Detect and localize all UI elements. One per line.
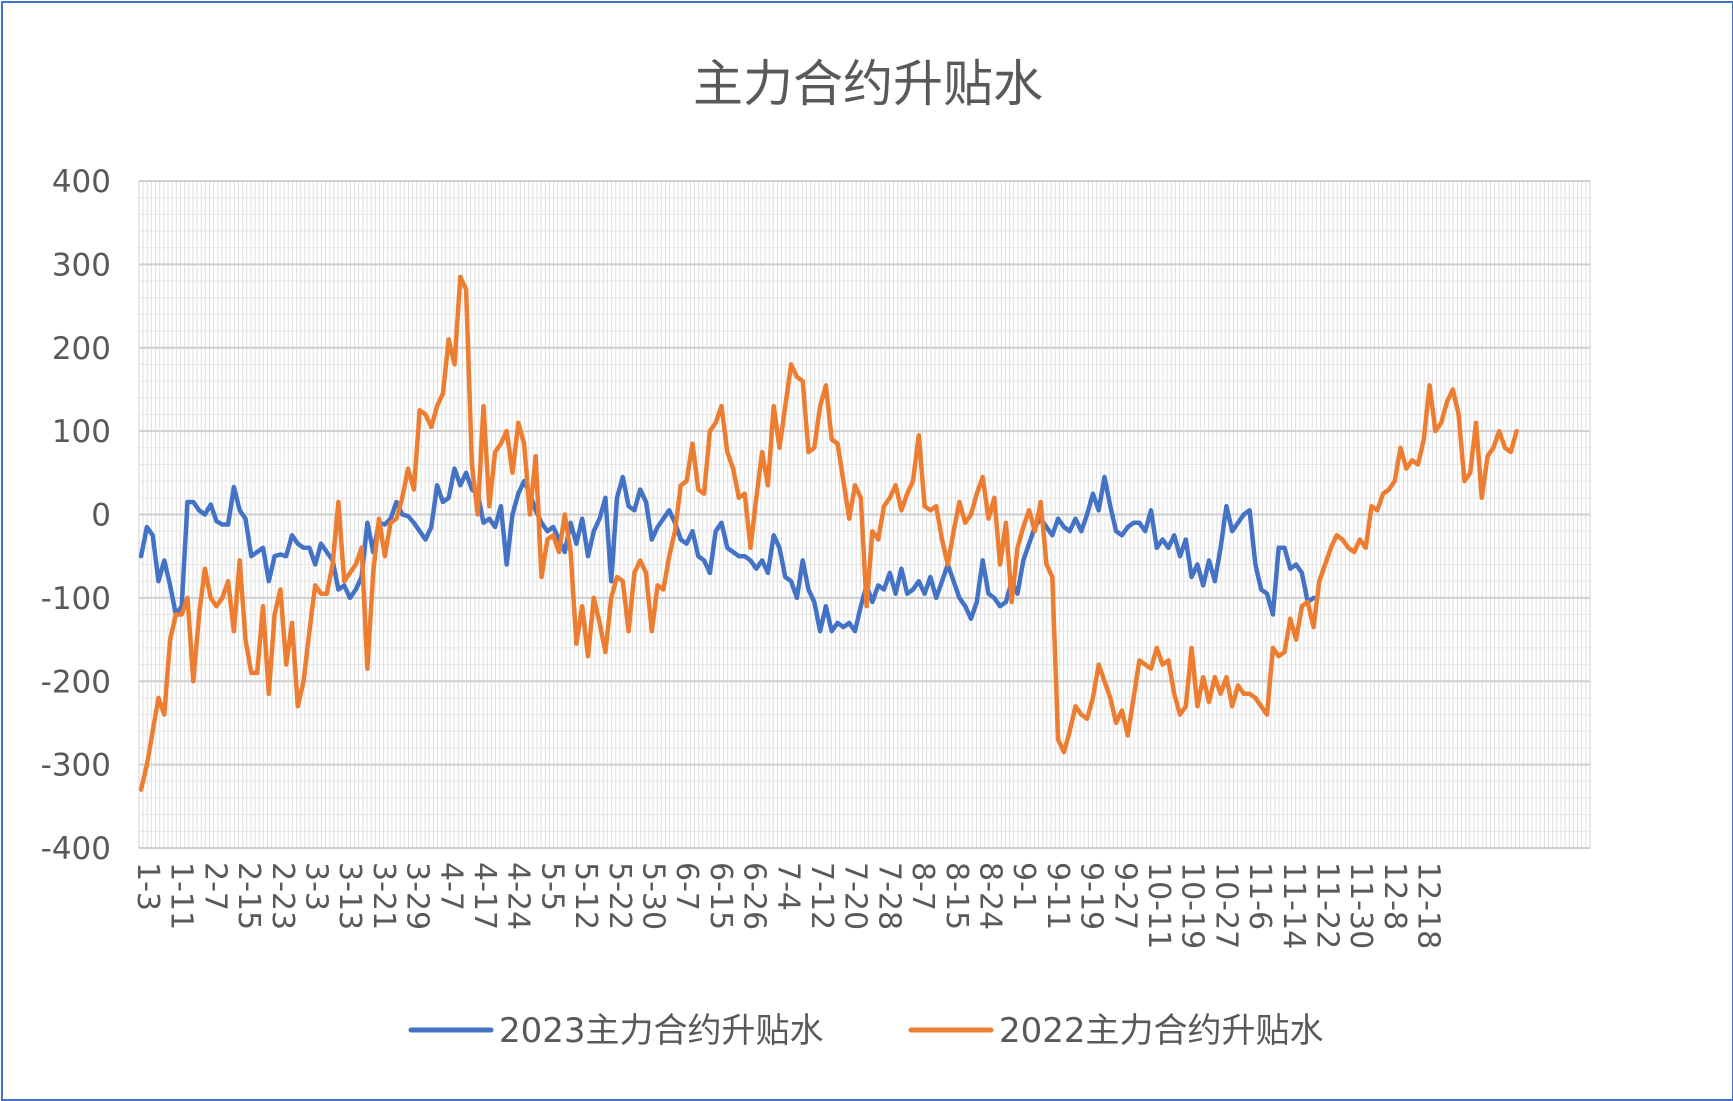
x-tick-label: 6-7 xyxy=(669,862,704,911)
x-tick-label: 2-7 xyxy=(197,862,232,911)
x-tick-label: 9-1 xyxy=(1006,862,1041,911)
legend-label: 2022主力合约升贴水 xyxy=(999,1011,1324,1051)
y-tick-label: 400 xyxy=(52,164,111,200)
x-tick-label: 11-6 xyxy=(1242,862,1277,930)
y-axis: 400 300 200 100 0 -100 -200 -300 -400 xyxy=(41,164,111,867)
x-tick-label: 2-15 xyxy=(231,862,266,930)
x-tick-label: 7-4 xyxy=(770,862,805,911)
plot-border xyxy=(138,180,1591,849)
x-tick-label: 6-26 xyxy=(737,862,772,930)
x-tick-label: 5-12 xyxy=(568,862,603,930)
x-tick-label: 9-27 xyxy=(1107,862,1142,930)
y-tick-label: -200 xyxy=(41,664,111,700)
x-tick-label: 3-21 xyxy=(366,862,401,930)
x-tick-label: 8-15 xyxy=(939,862,974,930)
x-tick-label: 7-28 xyxy=(871,862,906,930)
x-tick-label: 9-19 xyxy=(1074,862,1109,930)
x-tick-label: 1-11 xyxy=(164,862,199,930)
x-tick-label: 10-27 xyxy=(1208,862,1243,949)
major-gridlines xyxy=(138,180,1591,849)
series-lines xyxy=(138,274,1519,792)
x-tick-label: 3-13 xyxy=(332,862,367,930)
chart-title: 主力合约升贴水 xyxy=(693,55,1043,113)
series-line xyxy=(138,274,1519,792)
x-axis: 1-31-112-72-152-233-33-133-213-294-74-17… xyxy=(130,862,1446,949)
x-tick-label: 12-18 xyxy=(1411,862,1446,949)
x-tick-label: 11-14 xyxy=(1276,862,1311,949)
legend-item: 2022主力合约升贴水 xyxy=(908,1011,1324,1051)
y-tick-label: 100 xyxy=(52,414,111,450)
x-tick-label: 5-5 xyxy=(534,862,569,911)
x-tick-label: 8-24 xyxy=(973,862,1008,930)
x-tick-label: 11-30 xyxy=(1343,862,1378,949)
y-tick-label: 300 xyxy=(52,247,111,283)
x-tick-label: 4-17 xyxy=(467,862,502,930)
x-tick-label: 3-3 xyxy=(299,862,334,911)
y-tick-label: -100 xyxy=(41,581,111,617)
x-tick-label: 7-12 xyxy=(804,862,839,930)
x-tick-label: 5-30 xyxy=(636,862,671,930)
series-line xyxy=(138,466,1316,634)
legend-item: 2023主力合约升贴水 xyxy=(408,1011,824,1051)
x-tick-label: 11-22 xyxy=(1310,862,1345,949)
x-tick-label: 7-20 xyxy=(838,862,873,930)
x-tick-label: 5-22 xyxy=(602,862,637,930)
y-tick-label: 200 xyxy=(52,331,111,367)
y-tick-label: -400 xyxy=(41,831,111,867)
legend-label: 2023主力合约升贴水 xyxy=(499,1011,824,1051)
x-tick-label: 9-11 xyxy=(1040,862,1075,930)
x-tick-label: 10-19 xyxy=(1175,862,1210,949)
x-tick-label: 2-23 xyxy=(265,862,300,930)
x-tick-label: 3-29 xyxy=(400,862,435,930)
x-tick-label: 10-11 xyxy=(1141,862,1176,949)
legend: 2023主力合约升贴水 2022主力合约升贴水 xyxy=(408,1011,1324,1051)
x-tick-label: 1-3 xyxy=(130,862,165,911)
chart-canvas: 主力合约升贴水 400 300 200 100 0 -100 -200 -300 -400 1-… xyxy=(41,55,1591,1051)
x-tick-label: 4-7 xyxy=(433,862,468,911)
y-tick-label: -300 xyxy=(41,748,111,784)
x-tick-label: 8-7 xyxy=(905,862,940,911)
x-tick-label: 6-15 xyxy=(703,862,738,930)
x-tick-label: 12-8 xyxy=(1377,862,1412,930)
x-tick-label: 4-24 xyxy=(501,862,536,930)
y-tick-label: 0 xyxy=(91,498,111,534)
